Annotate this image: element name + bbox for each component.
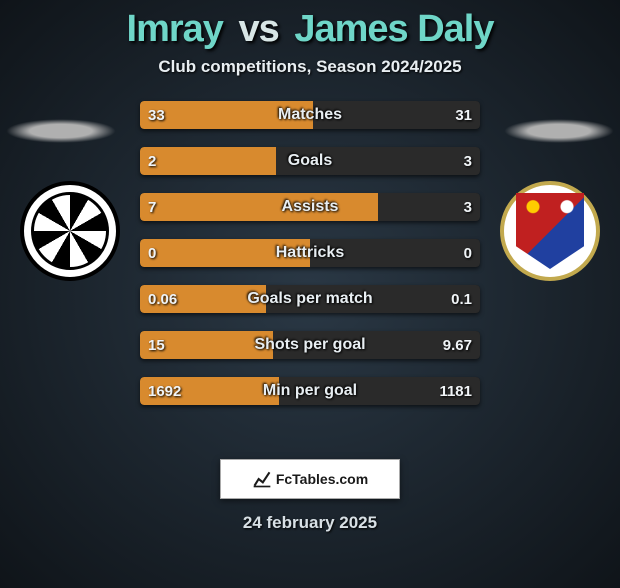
player1-shadow xyxy=(6,119,116,143)
player2-shadow xyxy=(504,119,614,143)
stat-row: 159.67Shots per goal xyxy=(140,331,480,359)
stat-value-left: 0.06 xyxy=(140,285,185,313)
stat-value-left: 1692 xyxy=(140,377,189,405)
stat-value-right: 31 xyxy=(447,101,480,129)
bar-fill-left xyxy=(140,239,310,267)
stat-row: 73Assists xyxy=(140,193,480,221)
bar-fill-right xyxy=(276,147,480,175)
bar-fill-right xyxy=(310,239,480,267)
stat-value-right: 3 xyxy=(456,193,480,221)
brand-text: FcTables.com xyxy=(276,471,368,487)
stat-value-right: 1181 xyxy=(431,377,480,405)
footer-date: 24 february 2025 xyxy=(0,513,620,533)
brand-logo: FcTables.com xyxy=(220,459,400,499)
comparison-stage: 3331Matches23Goals73Assists00Hattricks0.… xyxy=(0,101,620,441)
subtitle: Club competitions, Season 2024/2025 xyxy=(0,57,620,77)
stat-row: 3331Matches xyxy=(140,101,480,129)
chart-icon xyxy=(252,469,272,489)
stat-value-right: 9.67 xyxy=(435,331,480,359)
stat-value-right: 3 xyxy=(456,147,480,175)
stat-value-left: 7 xyxy=(140,193,164,221)
stat-row: 16921181Min per goal xyxy=(140,377,480,405)
vs-text: vs xyxy=(238,8,278,50)
player2-club-badge xyxy=(500,181,600,281)
stat-row: 00Hattricks xyxy=(140,239,480,267)
stat-value-left: 2 xyxy=(140,147,164,175)
player1-club-badge xyxy=(20,181,120,281)
stat-value-left: 33 xyxy=(140,101,173,129)
stat-row: 0.060.1Goals per match xyxy=(140,285,480,313)
player2-name: James Daly xyxy=(294,8,493,50)
stat-value-left: 0 xyxy=(140,239,164,267)
stat-row: 23Goals xyxy=(140,147,480,175)
badge-shield xyxy=(516,193,584,269)
player1-name: Imray xyxy=(127,8,223,50)
badge-inner xyxy=(31,192,109,270)
stat-value-right: 0.1 xyxy=(443,285,480,313)
stat-value-right: 0 xyxy=(456,239,480,267)
stat-value-left: 15 xyxy=(140,331,173,359)
bar-fill-left xyxy=(140,193,378,221)
stat-bars: 3331Matches23Goals73Assists00Hattricks0.… xyxy=(140,101,480,423)
comparison-title: Imray vs James Daly xyxy=(0,8,620,51)
